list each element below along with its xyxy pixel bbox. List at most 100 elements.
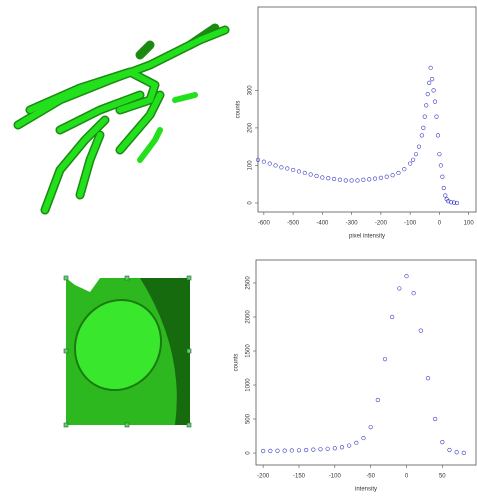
data-point <box>267 161 272 166</box>
data-point <box>355 178 360 183</box>
data-point <box>354 440 359 445</box>
data-point <box>325 446 330 451</box>
data-point <box>361 177 366 182</box>
data-point <box>430 76 435 82</box>
x-tick-label: -400 <box>316 221 329 227</box>
x-tick-label: -200 <box>375 221 388 227</box>
data-point <box>347 443 352 448</box>
data-point <box>349 178 354 183</box>
data-point <box>454 200 460 206</box>
x-tick-label: -300 <box>346 221 359 227</box>
y-tick-label: 1500 <box>246 344 252 358</box>
data-point <box>273 163 278 168</box>
plot-frame <box>257 6 477 213</box>
data-point <box>331 176 337 182</box>
data-point <box>424 103 429 108</box>
x-tick-label: -500 <box>287 221 300 227</box>
data-point <box>418 328 423 333</box>
plot-frame <box>255 259 477 466</box>
vessel-render <box>13 23 230 215</box>
data-point <box>261 448 266 454</box>
data-point <box>416 144 422 149</box>
data-point <box>384 174 389 179</box>
data-point <box>296 448 302 453</box>
data-point <box>443 193 448 198</box>
x-tick-label: 100 <box>464 221 475 227</box>
x-tick-label: 50 <box>439 474 446 480</box>
data-point <box>427 80 432 85</box>
data-point <box>390 314 395 320</box>
data-point <box>432 99 438 104</box>
sphere-render <box>63 275 192 428</box>
y-tick-label: 2500 <box>246 276 252 290</box>
data-point <box>454 450 459 455</box>
data-point <box>396 170 401 176</box>
data-point <box>390 173 395 178</box>
x-tick-label: -600 <box>258 221 271 227</box>
data-point <box>425 376 431 381</box>
y-axis-label: counts <box>236 101 242 119</box>
y-tick-label: 0 <box>248 201 254 205</box>
x-tick-label: -150 <box>293 474 306 480</box>
data-point <box>375 397 380 403</box>
data-point <box>289 448 294 453</box>
y-tick-label: 100 <box>248 160 254 171</box>
data-point <box>419 133 424 138</box>
data-point <box>368 425 373 430</box>
data-point <box>285 166 290 171</box>
data-point <box>268 448 273 453</box>
y-tick-label: 2000 <box>246 310 252 324</box>
data-point <box>275 448 280 453</box>
data-point <box>361 435 366 441</box>
data-point <box>410 157 416 162</box>
data-point <box>332 446 337 451</box>
data-point <box>343 178 348 183</box>
data-point <box>441 185 446 191</box>
data-point <box>279 165 284 170</box>
data-point <box>302 170 307 176</box>
y-tick-label: 300 <box>248 85 254 96</box>
data-point <box>326 176 331 181</box>
y-axis-label: counts <box>234 354 240 372</box>
data-point <box>433 416 438 422</box>
data-point <box>451 200 457 205</box>
data-point <box>421 125 426 130</box>
data-point <box>440 440 445 445</box>
data-point <box>378 175 383 180</box>
data-point <box>461 450 466 455</box>
data-point <box>320 175 325 180</box>
data-point <box>382 357 388 362</box>
y-tick-label: 1000 <box>246 378 252 392</box>
data-point <box>339 445 345 450</box>
data-point <box>367 177 372 182</box>
y-tick-label: 0 <box>246 451 252 455</box>
x-tick-label: 0 <box>405 474 409 480</box>
x-tick-label: 0 <box>438 221 442 227</box>
data-point <box>425 92 430 97</box>
x-tick-label: -200 <box>257 474 270 480</box>
data-point <box>261 159 266 164</box>
data-point <box>397 286 402 291</box>
y-tick-label: 200 <box>248 122 254 133</box>
data-point <box>314 173 319 179</box>
y-tick-label: 500 <box>246 413 252 424</box>
data-point <box>413 152 419 157</box>
data-point <box>372 176 378 181</box>
x-axis-label: intensity <box>355 487 377 493</box>
data-point <box>291 167 296 173</box>
data-point <box>411 291 416 296</box>
data-point <box>440 174 445 179</box>
data-point <box>434 114 439 119</box>
data-point <box>337 177 343 182</box>
data-point <box>449 200 454 205</box>
data-point <box>404 274 409 279</box>
data-point <box>428 65 433 70</box>
data-point <box>296 169 302 174</box>
data-point <box>435 133 441 138</box>
x-tick-label: -100 <box>404 221 417 227</box>
data-point <box>402 167 407 172</box>
data-point <box>437 152 442 157</box>
data-point <box>255 157 261 162</box>
data-point <box>447 447 452 453</box>
